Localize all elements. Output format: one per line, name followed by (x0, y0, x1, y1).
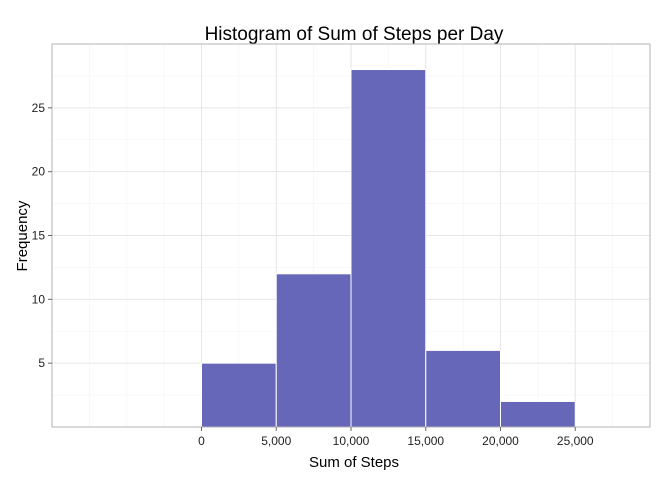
x-tick-label: 20,000 (482, 434, 519, 448)
x-tick-label: 0 (198, 434, 205, 448)
x-tick-label: 25,000 (557, 434, 594, 448)
bars (201, 69, 576, 428)
y-tick-label: 5 (38, 356, 45, 370)
histogram-bar (201, 362, 277, 428)
y-axis-ticks: 5 10 15 20 25 (32, 101, 52, 370)
x-axis-ticks: 0 5,000 10,000 15,000 20,000 25,000 (198, 427, 594, 448)
y-tick-label: 20 (32, 165, 46, 179)
histogram-bar (425, 349, 501, 428)
y-tick-label: 15 (32, 229, 46, 243)
y-tick-label: 25 (32, 101, 46, 115)
chart-title: Histogram of Sum of Steps per Day (205, 24, 504, 45)
y-axis-title: Frequency (14, 200, 31, 271)
y-tick-label: 10 (32, 292, 46, 306)
histogram-bar (275, 273, 352, 428)
histogram-bar (500, 400, 576, 428)
x-axis-title: Sum of Steps (309, 454, 399, 471)
x-tick-label: 5,000 (261, 434, 291, 448)
x-tick-label: 15,000 (407, 434, 444, 448)
x-tick-label: 10,000 (333, 434, 370, 448)
histogram-bar (350, 69, 427, 428)
